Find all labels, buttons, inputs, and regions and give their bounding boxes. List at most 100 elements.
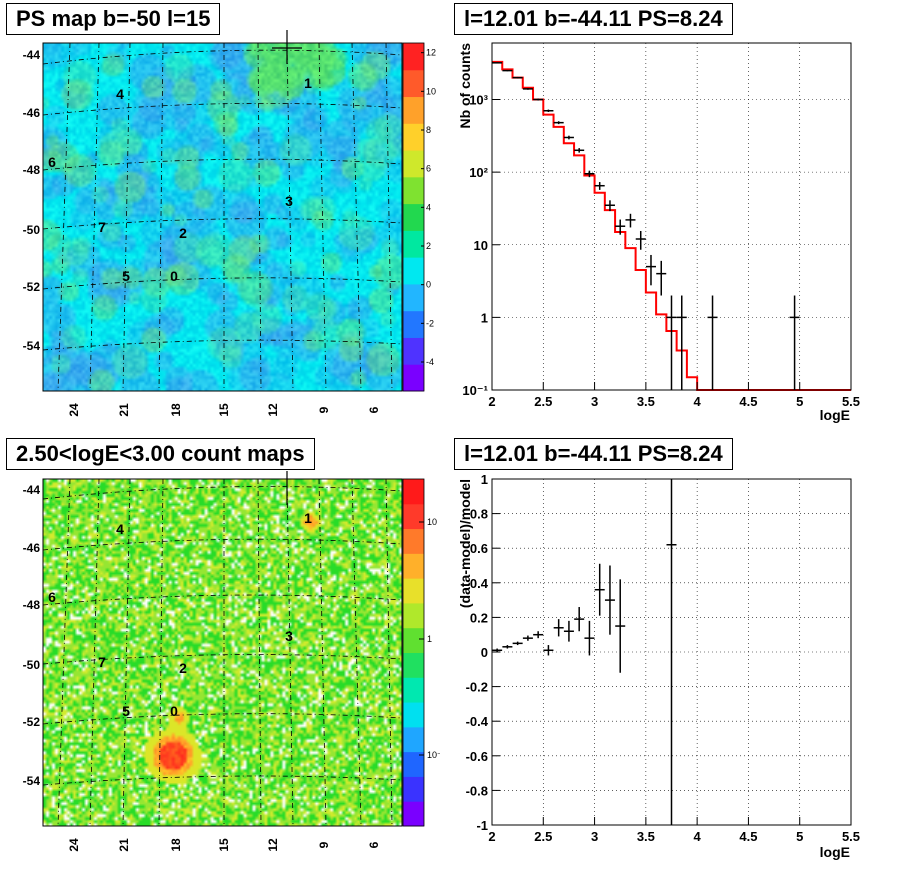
psmap-y-tick: -44 (23, 48, 41, 62)
residual-y-tick: 0.6 (470, 541, 488, 556)
residual-panel: 2 2.5 3 3.5 4 4.5 5 5.5 -1 -0.8 -0.6 -0.4 -0.2 0 0.2 0… (457, 472, 860, 860)
psmap-x-tick: 12 (266, 403, 280, 417)
psmap-source-6: 6 (48, 154, 56, 170)
ps-map-image (43, 43, 402, 391)
spectrum-x-tick: 3.5 (637, 394, 655, 409)
cmap-y-tick: -48 (23, 598, 41, 612)
spectrum-y-label: Nb of counts (457, 43, 473, 129)
spectrum-x-tick: 4.5 (739, 394, 757, 409)
ps-map-source-labels: 0 1 2 3 4 5 6 7 (48, 75, 312, 284)
ps-map-panel: -44-46-48-50-52-54 24 21 18 15 12 9 6 01234567… (23, 30, 436, 417)
residual-x-tick: 5.5 (842, 829, 860, 844)
spectrum-data-point (604, 200, 615, 212)
ps-map-colorbar-segment (403, 43, 424, 71)
psmap-source-3: 3 (285, 193, 293, 209)
residual-x-ticks: 2 2.5 3 3.5 4 4.5 5 5.5 (488, 817, 860, 844)
count-map-colorbar-segment (403, 578, 424, 604)
psmap-y-tick: -46 (23, 106, 41, 120)
ps-map-colorbar-tick: -4 (426, 357, 434, 367)
ps-map-colorbar-segment (403, 123, 424, 151)
ps-map-colorbar-tick: 2 (426, 241, 431, 251)
psmap-x-tick: 15 (217, 403, 231, 417)
count-map-colorbar-tick: 10⁻¹ (427, 750, 440, 760)
ps-map-colorbar-segment (403, 283, 424, 312)
ps-map-colorbar-segment (403, 203, 424, 231)
residual-data-point (574, 607, 585, 632)
count-map-colorbar-segment (403, 528, 424, 554)
spectrum-x-tick: 5.5 (842, 394, 860, 409)
residual-data-point (594, 563, 605, 616)
residual-data-point (492, 648, 503, 652)
ps-map-colorbar-tick: 6 (426, 164, 431, 174)
residual-x-tick: 3.5 (637, 829, 655, 844)
count-map-colorbar-segment (403, 702, 424, 728)
residual-data-point (584, 620, 595, 656)
spectrum-y-tick: 1 (481, 310, 488, 325)
count-map-colorbar-segment (403, 677, 424, 703)
cmap-source-7: 7 (98, 654, 106, 670)
cmap-source-4: 4 (116, 521, 124, 537)
spectrum-x-tick: 2 (488, 394, 495, 409)
residual-y-tick: 1 (481, 472, 488, 487)
spectrum-data-point (574, 148, 585, 153)
count-map-colorbar-segment (403, 602, 424, 629)
spectrum-data-point (645, 254, 656, 286)
residual-data-point (502, 645, 513, 649)
spectrum-data-point (543, 109, 554, 112)
residual-x-label: logE (820, 844, 850, 860)
ps-map-colorbar-ticks: 12 10 8 6 4 2 0 -2 -4 (421, 48, 436, 367)
ps-map-colorbar-segment (403, 337, 424, 365)
spectrum-data-points (492, 62, 800, 390)
spectrum-data-point (635, 231, 646, 250)
ps-map-frame (42, 42, 403, 392)
residual-y-tick: -0.2 (466, 680, 488, 695)
residual-y-ticks: -1 -0.8 -0.6 -0.4 -0.2 0 0.2 0.4 0.6 0.8 1 (466, 472, 500, 833)
count-map-colorbar-segment (403, 726, 424, 753)
residual-y-tick: -0.4 (466, 714, 489, 729)
spectrum-data-point (553, 121, 564, 125)
count-map-frame (42, 478, 403, 827)
residual-y-tick: 0 (481, 645, 488, 660)
cmap-y-tick: -50 (23, 658, 41, 672)
ps-map-colorbar-segment (403, 310, 424, 338)
residual-data-point (604, 565, 615, 635)
residual-x-tick: 3 (591, 829, 598, 844)
cmap-source-0: 0 (170, 703, 178, 719)
count-map-colorbar-tick: 10 (427, 517, 437, 527)
spectrum-data-point (656, 260, 667, 296)
ps-map-colorbar-frame (402, 42, 425, 392)
cmap-x-tick: 21 (117, 838, 131, 852)
spectrum-data-point (707, 295, 718, 390)
count-map-y-ticks: -44 -46 -48 -50 -52 -54 (23, 483, 41, 788)
count-map-colorbar-segment (403, 652, 424, 678)
cmap-source-6: 6 (48, 589, 56, 605)
spectrum-y-tick: 10³ (469, 93, 488, 108)
spectrum-data-point (512, 76, 523, 79)
count-map-colorbar-ticks: 10 1 10⁻¹ (419, 517, 440, 760)
spectrum-data-point (563, 135, 574, 140)
cmap-x-tick: 18 (169, 838, 183, 852)
cmap-x-tick: 12 (266, 838, 280, 852)
psmap-source-5: 5 (122, 268, 130, 284)
ps-map-colorbar-tick: 10 (426, 86, 436, 96)
psmap-x-tick: 9 (317, 406, 331, 413)
ps-map-colorbar-segment (403, 69, 424, 98)
spectrum-data-point (522, 88, 533, 90)
residual-y-tick: -1 (476, 818, 488, 833)
count-map-colorbar-segment (403, 627, 424, 653)
residual-data-point (553, 619, 564, 637)
ps-map-colorbar-tick: 4 (426, 202, 431, 212)
residual-x-tick: 4.5 (739, 829, 757, 844)
count-map-image (43, 479, 402, 826)
psmap-source-7: 7 (98, 219, 106, 235)
spectrum-data-point (676, 295, 687, 390)
count-map-colorbar-segment (403, 801, 424, 827)
psmap-x-tick: 6 (367, 406, 381, 413)
cmap-source-5: 5 (122, 703, 130, 719)
cmap-source-3: 3 (285, 628, 293, 644)
residual-data-point (666, 479, 677, 825)
spectrum-x-ticks: 2 2.5 3 3.5 4 4.5 5 5.5 (488, 382, 860, 409)
spectrum-model-line (492, 60, 851, 391)
spectrum-panel: 2 2.5 3 3.5 4 4.5 5 5.5 10⁻¹ 1 10 10² 10³ logE Nb o… (457, 42, 860, 423)
ps-map-colorbar-tick: -2 (426, 318, 434, 328)
